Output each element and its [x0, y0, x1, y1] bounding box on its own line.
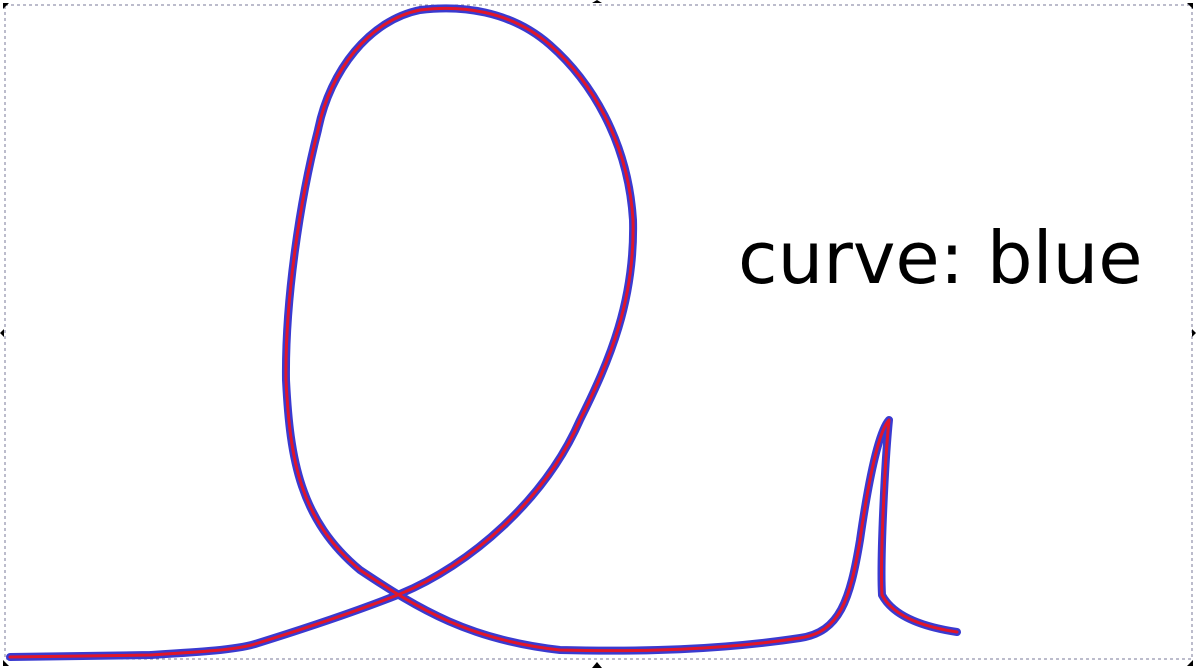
handle-top-mid[interactable] [592, 0, 602, 3]
handle-mid-right[interactable] [1192, 329, 1196, 337]
handle-mid-left[interactable] [0, 329, 4, 337]
handle-bottom-right[interactable] [1187, 660, 1193, 666]
handle-bottom-left[interactable] [3, 660, 9, 666]
handle-top-right[interactable] [1187, 3, 1193, 9]
handle-top-left[interactable] [3, 3, 9, 9]
blue-curve[interactable] [6, 4, 961, 661]
handle-bottom-mid[interactable] [592, 662, 602, 668]
curve-label: curve: blue [738, 216, 1143, 300]
red-curve[interactable] [8, 6, 959, 659]
